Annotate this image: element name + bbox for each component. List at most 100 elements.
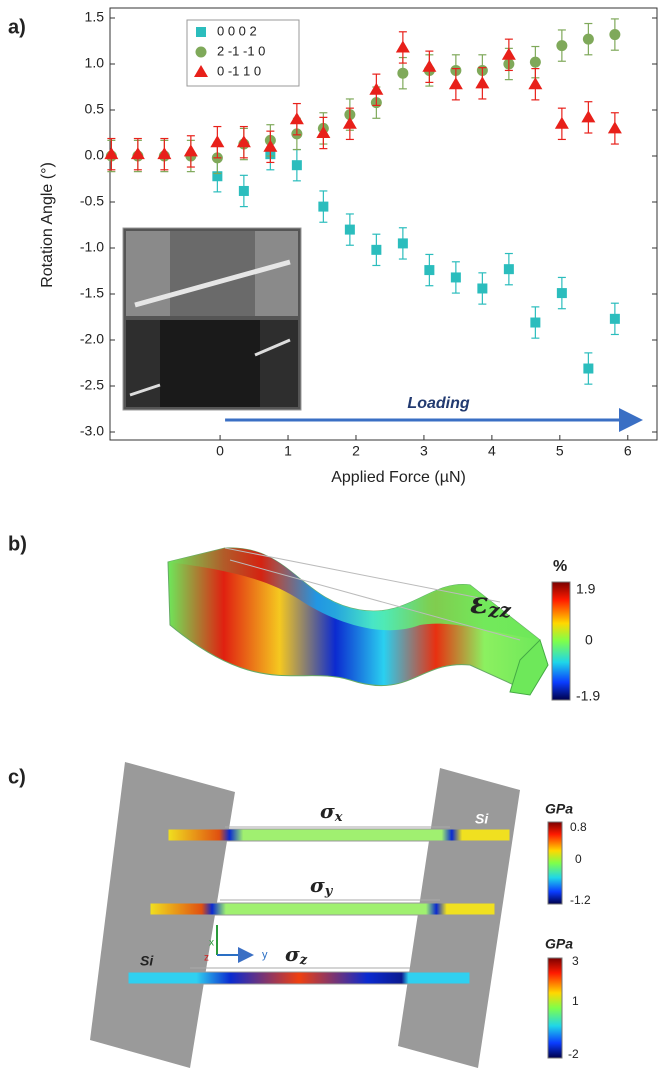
data-point [556,288,567,299]
legend-marker [194,65,208,77]
colorbar-tick: 0 [575,852,582,866]
data-point [210,135,225,148]
data-point [477,283,488,294]
data-point [183,144,198,157]
stress-label: σy [310,873,334,899]
colorbar-unit: GPa [545,936,573,952]
plot-frame [109,7,658,441]
panel-label: c) [8,766,26,788]
y-tick-label: -2.0 [80,331,104,347]
colorbar-tick: -1.2 [570,893,591,907]
data-point [501,47,516,60]
colorbar [547,821,563,905]
data-point [342,116,357,129]
symbol: σ [320,799,335,823]
subscript: zz [487,598,511,622]
data-point [157,147,172,160]
y-tick-label: 0.5 [85,101,105,117]
data-point [289,112,304,125]
chart: 1.5 1.0 0.5 0.0 -0.5 -1.0 -1.5 -2.0 -2.5 -3.0 0 1 2 3… [39,7,658,486]
data-point [556,40,568,52]
symbol: σ [310,873,325,897]
colorbar-tick: -1.9 [576,688,600,704]
y-tick-label: -1.0 [80,239,104,255]
data-point [397,67,409,79]
data-point [318,201,329,212]
data-point [422,59,437,72]
x-tick-label: 1 [284,443,292,459]
data-point [448,77,463,90]
legend-marker [196,27,206,37]
colorbar [551,581,571,701]
x-tick-label: 2 [352,443,360,459]
x-tick-label: 5 [556,443,564,459]
data-point [395,40,410,53]
data-point [369,82,384,95]
colorbar-tick: 0 [585,632,593,648]
nanowire-strain-model [167,547,549,696]
data-point [530,317,541,328]
symbol: σ [285,942,300,966]
y-tick-label: -0.5 [80,193,104,209]
legend-label: 2 -1 -1 0 [217,43,265,58]
y-tick-label: 1.0 [85,55,105,71]
y-tick-label: 0.0 [85,147,105,163]
data-point [503,264,514,275]
data-point [581,110,596,123]
data-point [528,77,543,90]
y-tick-label: -2.5 [80,377,104,393]
colorbar-tick: 3 [572,954,579,968]
stress-bar [149,902,496,916]
data-point [316,126,331,138]
data-point [212,171,223,182]
colorbar-unit: % [553,558,567,575]
x-tick-label: 0 [216,443,224,459]
colorbar-tick: 0.8 [570,820,587,834]
data-point [450,272,461,283]
annotation: Loading [407,395,469,412]
data-point [582,33,594,45]
y-tick-label: -3.0 [80,423,104,439]
colorbar-tick: 1.9 [576,581,596,597]
data-point [607,121,622,134]
data-point [609,29,621,41]
substrate-label: Si [140,953,154,969]
subscript: x [334,810,343,825]
y-tick-label: 1.5 [85,9,105,25]
data-point [238,185,249,196]
colorbar-unit: GPa [545,801,573,817]
colorbar-tick: 1 [572,994,579,1008]
axis-label: z [204,953,209,964]
legend-label: 0 0 0 2 [217,23,257,38]
substrate [398,768,520,1068]
data-point [424,265,435,276]
data-point [397,238,408,249]
stress-label: σx [320,799,343,825]
strain-label: εzz [470,586,512,622]
x-axis-title: Applied Force (µN) [331,469,466,486]
data-point [475,76,490,89]
x-tick-label: 3 [420,443,428,459]
stress-bar [167,828,511,842]
data-point [583,363,594,374]
data-point [104,147,119,160]
data-point [130,147,145,160]
stress-bar [127,971,471,985]
y-axis-title: Rotation Angle (°) [39,162,56,288]
data-point [291,160,302,171]
subscript: y [324,884,334,899]
axis-label: y [262,949,268,961]
data-point [371,244,382,255]
panel-label: a) [8,16,26,38]
colorbar-tick: -2 [568,1047,579,1061]
substrate-label: Si [475,811,489,827]
axis-label: x [209,938,214,949]
panel-label: b) [8,533,27,555]
x-tick-label: 4 [488,443,496,459]
subscript: z [299,953,308,968]
legend-label: 0 -1 1 0 [217,63,261,78]
x-tick-label: 6 [624,443,632,459]
data-point [344,224,355,235]
data-point [263,139,278,152]
